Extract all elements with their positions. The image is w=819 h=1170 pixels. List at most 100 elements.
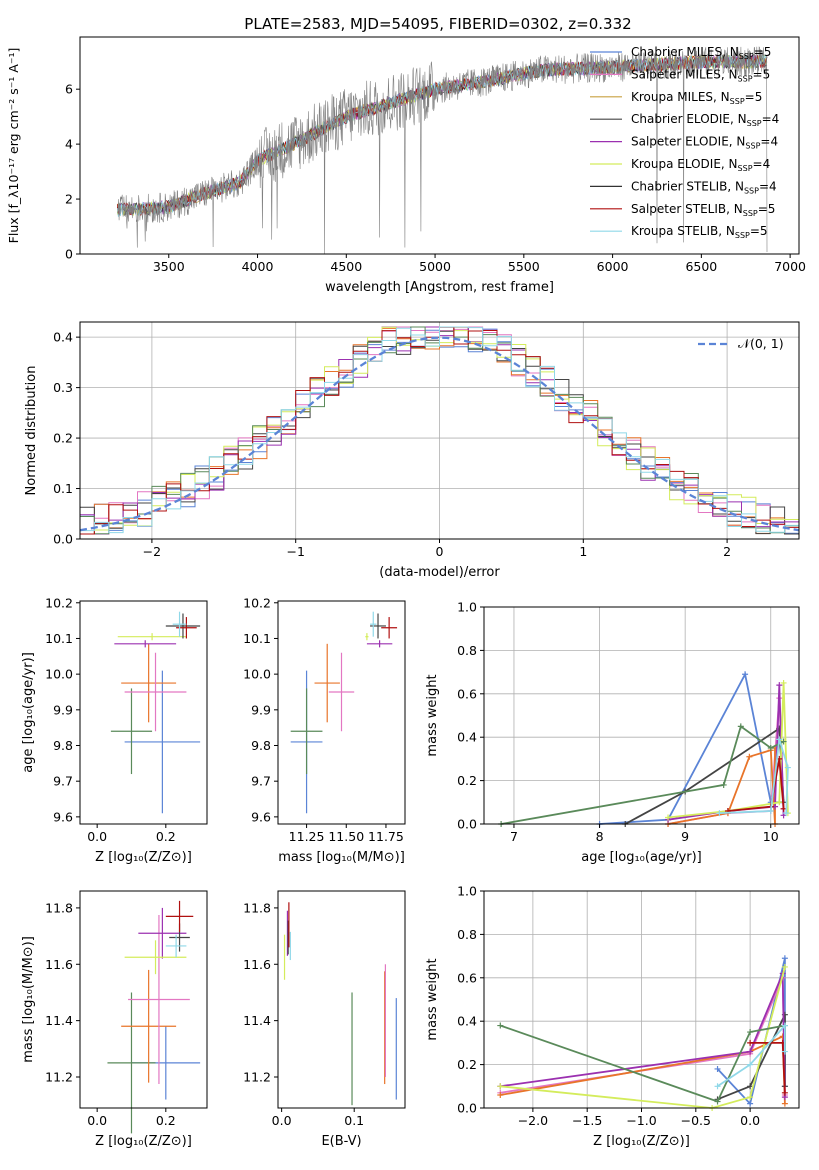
data-point-marker: [781, 963, 788, 970]
y-tick-label: 0.0: [457, 817, 477, 832]
data-point-marker: [781, 955, 788, 962]
mass-weight-line: [500, 966, 786, 1109]
y-axis-label: mass weight: [425, 958, 440, 1040]
y-axis-label: Flux [f_λ10⁻¹⁷ erg cm⁻² s⁻¹ A⁻¹]: [6, 48, 21, 244]
mass-weight-line: [500, 1024, 786, 1103]
x-tick-label: 0.2: [156, 829, 176, 844]
y-tick-label: 0.8: [457, 927, 477, 942]
x-tick-label: 4000: [242, 259, 274, 274]
spectrum-chart: 3500 4000 4500 5000 5500 6000 6500 7000 0 2 4 6 wave…: [6, 36, 806, 295]
y-tick-label: 4: [65, 137, 73, 152]
data-point-marker: [747, 1039, 754, 1046]
x-tick-label: −0.5: [681, 1113, 711, 1128]
y-tick-label: 9.7: [251, 774, 271, 789]
y-tick-label: 0.2: [457, 1057, 477, 1072]
data-point-marker: [720, 781, 727, 788]
y-tick-label: 10.1: [45, 631, 73, 646]
y-tick-label: 11.8: [243, 900, 271, 915]
massweight-vs-age-panel: 7 8 9 10 0.0 0.2 0.4 0.6 0.8 1.0 age [log₁₀(age/yr…: [425, 600, 800, 865]
data-point-marker: [747, 1094, 754, 1101]
x-tick-label: 9: [681, 829, 689, 844]
residual-histogram: −2 −1 0 1 2 0.0 0.1 0.2 0.3 0.4 (data-model)/error…: [24, 321, 800, 580]
x-tick-label: 7: [510, 829, 518, 844]
y-axis-label: Normed distribution: [24, 366, 39, 496]
axes-frame: [79, 600, 208, 825]
x-tick-label: −2: [143, 544, 161, 559]
data-point-marker: [747, 1048, 754, 1055]
y-tick-label: 0.0: [53, 532, 73, 547]
data-point-marker: [714, 1098, 721, 1105]
model-spectrum-line: [116, 54, 768, 217]
x-tick-label: 8: [596, 829, 604, 844]
massweight-vs-Z-panel: −2.0 −1.5 −1.0 −0.5 0.0 0.0 0.2 0.4 0.6 0.8 1.0 Z […: [425, 884, 800, 1149]
x-axis-label: E(B-V): [321, 1134, 361, 1149]
data-point-marker: [746, 753, 753, 760]
y-tick-label: 0.8: [457, 643, 477, 658]
data-point-marker: [776, 799, 783, 806]
x-tick-label: 3500: [153, 259, 185, 274]
x-tick-label: −1.5: [572, 1113, 602, 1128]
y-tick-label: 9.7: [53, 774, 73, 789]
y-tick-label: 1.0: [457, 600, 477, 615]
y-tick-label: 9.9: [53, 702, 73, 717]
data-point-marker: [767, 745, 774, 752]
y-tick-label: 9.6: [251, 809, 271, 824]
data-point-marker: [781, 1100, 788, 1107]
legend-entry: Salpeter ELODIE, NSSP=4: [631, 135, 778, 151]
data-point-marker: [497, 1091, 504, 1098]
mass-weight-line: [717, 1023, 786, 1088]
y-tick-label: 1.0: [457, 884, 477, 899]
data-point-marker: [747, 1100, 754, 1107]
x-tick-label: 7000: [774, 259, 806, 274]
y-tick-label: 11.8: [45, 900, 73, 915]
histogram-step-line: [80, 326, 799, 534]
axes-frame: [79, 36, 800, 255]
mass-weight-line: [624, 726, 785, 825]
spectrum-legend: Chabrier MILES, NSSP=5 Salpeter MILES, NS…: [590, 45, 779, 240]
y-tick-label: 10.0: [243, 667, 271, 682]
data-point-marker: [716, 810, 723, 817]
y-tick-label: 0.4: [457, 730, 477, 745]
y-tick-label: 11.6: [243, 957, 271, 972]
y-tick-label: 11.2: [243, 1070, 271, 1085]
mass-vs-ebv-panel: 0.0 0.1 11.2 11.4 11.6 11.8 E(B-V): [243, 890, 406, 1149]
x-axis-label: Z [log₁₀(Z/Z⊙)]: [593, 1134, 690, 1149]
y-tick-label: 11.4: [45, 1013, 73, 1028]
data-point-marker: [497, 1083, 504, 1090]
axes-frame: [79, 890, 208, 1109]
x-tick-label: 4500: [330, 259, 362, 274]
x-tick-label: 5500: [508, 259, 540, 274]
y-tick-label: 10.1: [243, 631, 271, 646]
x-tick-label: −1: [286, 544, 304, 559]
y-tick-label: 9.8: [251, 738, 271, 753]
x-tick-label: 11.75: [368, 829, 404, 844]
y-axis-label: age [log₁₀(age/yr)]: [21, 652, 36, 773]
y-tick-label: 9.8: [53, 738, 73, 753]
y-tick-label: 0.3: [53, 380, 73, 395]
legend-entry: Salpeter MILES, NSSP=5: [631, 67, 770, 83]
data-point-marker: [742, 671, 749, 678]
x-axis-label: mass [log₁₀(M/M⊙)]: [278, 850, 405, 865]
x-axis-label: age [log₁₀(age/yr)]: [581, 850, 702, 865]
x-tick-label: −1.0: [626, 1113, 656, 1128]
y-axis-label: mass weight: [425, 674, 440, 756]
data-point-marker: [497, 1022, 504, 1029]
mass-weight-line: [500, 973, 786, 1098]
y-tick-label: 2: [65, 192, 73, 207]
legend-entry: Kroupa ELODIE, NSSP=4: [631, 157, 770, 173]
data-point-marker: [767, 807, 774, 814]
x-tick-label: 11.25: [289, 829, 325, 844]
y-tick-label: 6: [65, 82, 73, 97]
x-tick-label: 11.50: [328, 829, 364, 844]
data-point-marker: [780, 679, 787, 686]
mass-weight-line: [667, 748, 776, 825]
x-tick-label: 0: [436, 544, 444, 559]
axes-frame: [277, 600, 406, 825]
x-tick-label: 0.0: [87, 829, 107, 844]
x-tick-label: 1: [579, 544, 587, 559]
y-tick-label: 0.0: [457, 1101, 477, 1116]
x-tick-label: 0.1: [344, 1113, 364, 1128]
data-point-marker: [784, 764, 791, 771]
x-tick-label: 5000: [419, 259, 451, 274]
